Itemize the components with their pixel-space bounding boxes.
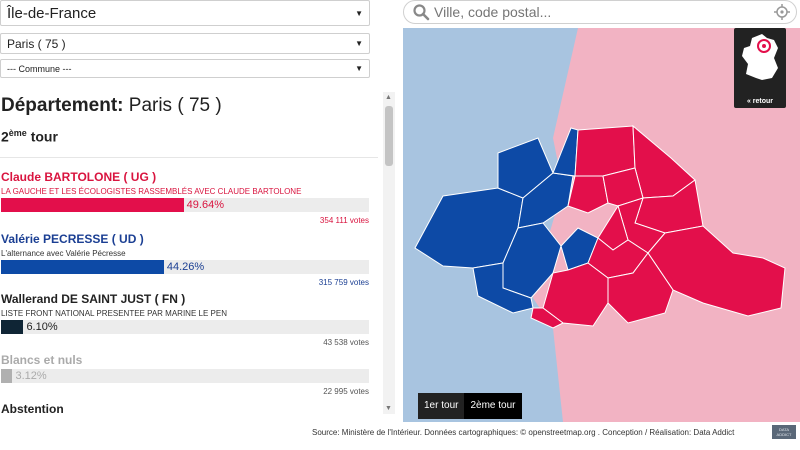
source-credits: Source: Ministère de l'Intérieur. Donnée… [312,428,735,437]
scrollbar-thumb[interactable] [385,106,393,166]
region-select-value: Île-de-France [7,4,97,22]
departement-select[interactable]: Paris ( 75 ) ▼ [0,33,370,54]
department-label: Département: [1,95,124,116]
geolocate-icon[interactable] [774,4,790,20]
tour-number: 2 [1,128,9,145]
result-votes: 315 759 votes [318,278,369,287]
candidate-name: Blancs et nuls [1,353,83,367]
candidate-name: Valérie PECRESSE ( UD ) [1,232,144,246]
search-input[interactable] [434,4,764,20]
arrondissement-14[interactable] [542,262,609,327]
map-canvas[interactable] [403,28,800,422]
chevron-down-icon: ▼ [355,64,363,73]
candidate-list: L'alternance avec Valérie Pécresse [1,249,126,258]
departement-select-value: Paris ( 75 ) [7,36,66,51]
result-percent: 44.26% [166,261,205,273]
arrondissement-9[interactable] [567,175,609,214]
scroll-down-arrow-icon[interactable]: ▼ [385,405,392,412]
arrondissements-left [530,124,786,329]
tour-title: 2ème tour [1,128,58,145]
result-votes: 354 111 votes [319,216,369,225]
arrondissements-right [414,127,599,314]
result-bar-track: 3.12% [1,369,369,383]
arrondissement-13[interactable] [607,252,674,324]
results-scrollbar[interactable]: ▲ ▼ [383,92,395,414]
candidate-row: Blancs et nuls 3.12% 22 995 votes [1,353,369,396]
department-title: Département: Paris ( 75 ) [1,95,222,117]
results-panel: Département: Paris ( 75 ) 2ème tour Clau… [0,90,380,420]
france-map-icon [742,34,778,80]
tour-switch: 1er tour 2ème tour [418,393,522,419]
chevron-down-icon: ▼ [355,39,363,48]
result-percent: 6.10% [26,321,58,333]
candidate-row: Claude BARTOLONE ( UG ) LA GAUCHE ET LES… [1,170,369,225]
arrondissement-18[interactable] [574,125,636,177]
result-votes: 43 538 votes [323,338,369,347]
result-bar-track: 44.26% [1,260,369,274]
abstention-heading: Abstention [1,402,64,416]
divider [0,157,378,158]
department-name: Paris ( 75 ) [128,95,222,116]
location-search [403,0,797,24]
result-bar [1,198,184,212]
scroll-up-arrow-icon[interactable]: ▲ [385,94,392,101]
candidate-name: Claude BARTOLONE ( UG ) [1,170,157,184]
result-bar-track: 49.64% [1,198,369,212]
arrondissement-5[interactable] [530,307,564,329]
commune-select[interactable]: --- Commune --- ▼ [0,59,370,78]
result-votes: 22 995 votes [323,387,369,396]
first-round-button[interactable]: 1er tour [418,393,465,419]
candidate-list: LISTE FRONT NATIONAL PRESENTEE PAR MARIN… [1,309,227,318]
result-bar [1,369,13,383]
result-bar-track: 6.10% [1,320,369,334]
candidate-name: Wallerand DE SAINT JUST ( FN ) [1,292,186,306]
region-select[interactable]: Île-de-France ▼ [0,0,370,26]
second-round-button[interactable]: 2ème tour [464,393,522,419]
result-percent: 3.12% [15,370,47,382]
result-bar [1,320,24,334]
search-icon [413,4,430,21]
left-panel: Île-de-France ▼ Paris ( 75 ) ▼ --- Commu… [0,0,400,420]
result-bar [1,260,164,274]
result-percent: 49.64% [186,199,224,211]
results-map[interactable] [403,28,800,422]
arrondissement-15[interactable] [472,262,534,314]
candidate-list: LA GAUCHE ET LES ÉCOLOGISTES RASSEMBLÉS … [1,187,302,196]
tour-word: tour [30,128,58,145]
commune-select-value: --- Commune --- [7,63,72,74]
tour-suffix: ème [8,128,27,138]
chevron-down-icon: ▼ [355,8,363,18]
candidate-row: Wallerand DE SAINT JUST ( FN ) LISTE FRO… [1,292,369,347]
retour-label: « retour [746,98,774,105]
minimap-retour-button[interactable]: « retour [734,28,786,108]
candidate-row: Valérie PECRESSE ( UD ) L'alternance ave… [1,232,369,287]
data-addict-logo: DATA ADDICT [772,425,796,439]
